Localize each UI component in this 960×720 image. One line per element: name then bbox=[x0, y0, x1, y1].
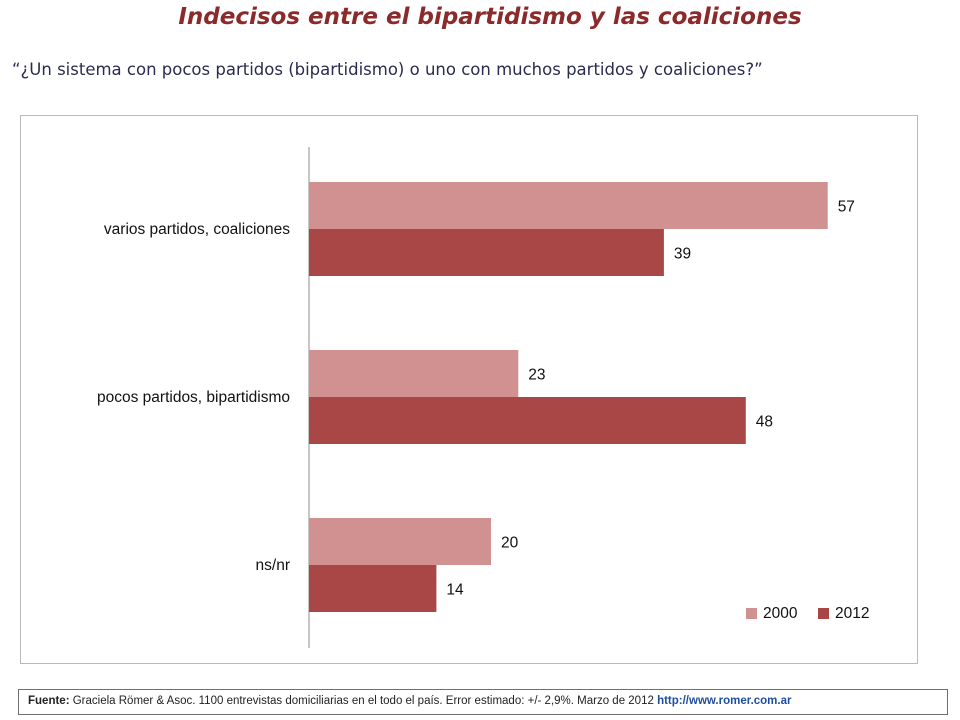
data-label: 23 bbox=[528, 367, 545, 384]
bar-2000 bbox=[309, 182, 828, 229]
legend-swatch-2012 bbox=[818, 608, 829, 619]
source-label: Fuente: bbox=[28, 695, 70, 707]
bar-2012 bbox=[309, 397, 746, 444]
source-text: Graciela Römer & Asoc. 1100 entrevistas … bbox=[72, 695, 654, 707]
data-label: 20 bbox=[501, 535, 519, 552]
category-label: varios partidos, coaliciones bbox=[104, 221, 290, 238]
category-label: ns/nr bbox=[256, 557, 290, 574]
bar-2012 bbox=[309, 565, 437, 612]
data-label: 14 bbox=[446, 582, 464, 599]
bar-2000 bbox=[309, 350, 519, 397]
bar-2000 bbox=[309, 518, 491, 565]
legend-label: 2012 bbox=[835, 605, 869, 622]
data-label: 39 bbox=[674, 246, 691, 263]
chart-title: Indecisos entre el bipartidismo y las co… bbox=[178, 4, 802, 30]
source-link[interactable]: http://www.romer.com.ar bbox=[657, 695, 792, 707]
category-label: pocos partidos, bipartidismo bbox=[97, 389, 290, 406]
data-label: 57 bbox=[838, 199, 855, 216]
legend-label: 2000 bbox=[763, 605, 798, 622]
data-label: 48 bbox=[756, 414, 773, 431]
survey-question: “¿Un sistema con pocos partidos (biparti… bbox=[12, 60, 763, 79]
legend-swatch-2000 bbox=[746, 608, 757, 619]
source-note: Fuente: Graciela Römer & Asoc. 1100 entr… bbox=[18, 689, 948, 715]
bar-2012 bbox=[309, 229, 664, 276]
